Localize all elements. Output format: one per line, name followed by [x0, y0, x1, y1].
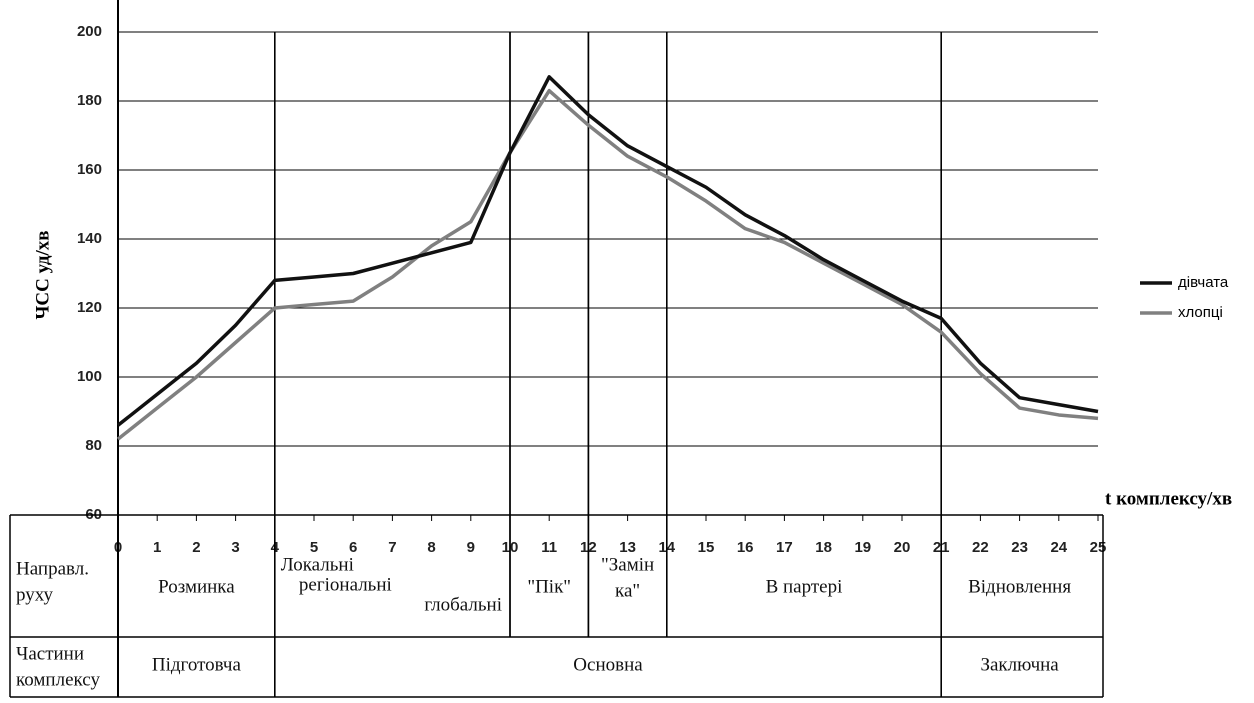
x-tick-label: 8: [427, 539, 435, 556]
y-tick-label: 160: [77, 161, 102, 178]
part-label: Основна: [573, 654, 643, 675]
direction-label: Розминка: [158, 576, 235, 597]
direction-label: В партері: [766, 576, 843, 597]
x-tick-label: 9: [467, 539, 475, 556]
y-tick-label: 200: [77, 23, 102, 40]
row-header: Направл.: [16, 558, 89, 579]
x-tick-label: 18: [815, 539, 832, 556]
direction-label: регіональні: [299, 574, 392, 595]
chart: ЧСС уд/хв t комплексу/хв 608010012014016…: [0, 0, 1254, 703]
part-label: Заключна: [980, 654, 1059, 675]
row-header: комплексу: [16, 669, 100, 690]
direction-label: глобальні: [424, 594, 502, 615]
y-tick-label: 80: [85, 437, 102, 454]
direction-label: ка": [615, 580, 640, 601]
x-tick-label: 3: [231, 539, 239, 556]
y-tick-label: 100: [77, 368, 102, 385]
x-tick-label: 15: [698, 539, 715, 556]
direction-label: "Пік": [527, 576, 571, 597]
legend-label: дівчата: [1178, 274, 1229, 291]
x-tick-label: 7: [388, 539, 396, 556]
y-axis-label: ЧСС уд/хв: [32, 230, 53, 319]
row-header: руху: [16, 584, 54, 605]
x-tick-label: 1: [153, 539, 161, 556]
direction-label: Локальні: [281, 554, 354, 575]
x-tick-label: 16: [737, 539, 754, 556]
x-tick-label: 19: [854, 539, 871, 556]
y-tick-label: 140: [77, 230, 102, 247]
x-tick-label: 23: [1011, 539, 1028, 556]
x-tick-label: 22: [972, 539, 989, 556]
x-tick-label: 11: [541, 539, 557, 556]
direction-label: "Замін: [601, 554, 654, 575]
y-tick-label: 180: [77, 92, 102, 109]
x-axis-label: t комплексу/хв: [1105, 488, 1232, 509]
x-tick-label: 2: [192, 539, 200, 556]
x-tick-label: 24: [1050, 539, 1067, 556]
row-header: Частини: [16, 643, 84, 664]
x-tick-label: 25: [1090, 539, 1107, 556]
x-tick-label: 17: [776, 539, 793, 556]
legend-label: хлопці: [1178, 304, 1223, 321]
part-label: Підготовча: [152, 654, 242, 675]
direction-label: Відновлення: [968, 576, 1071, 597]
y-tick-label: 120: [77, 299, 102, 316]
x-tick-label: 20: [894, 539, 911, 556]
